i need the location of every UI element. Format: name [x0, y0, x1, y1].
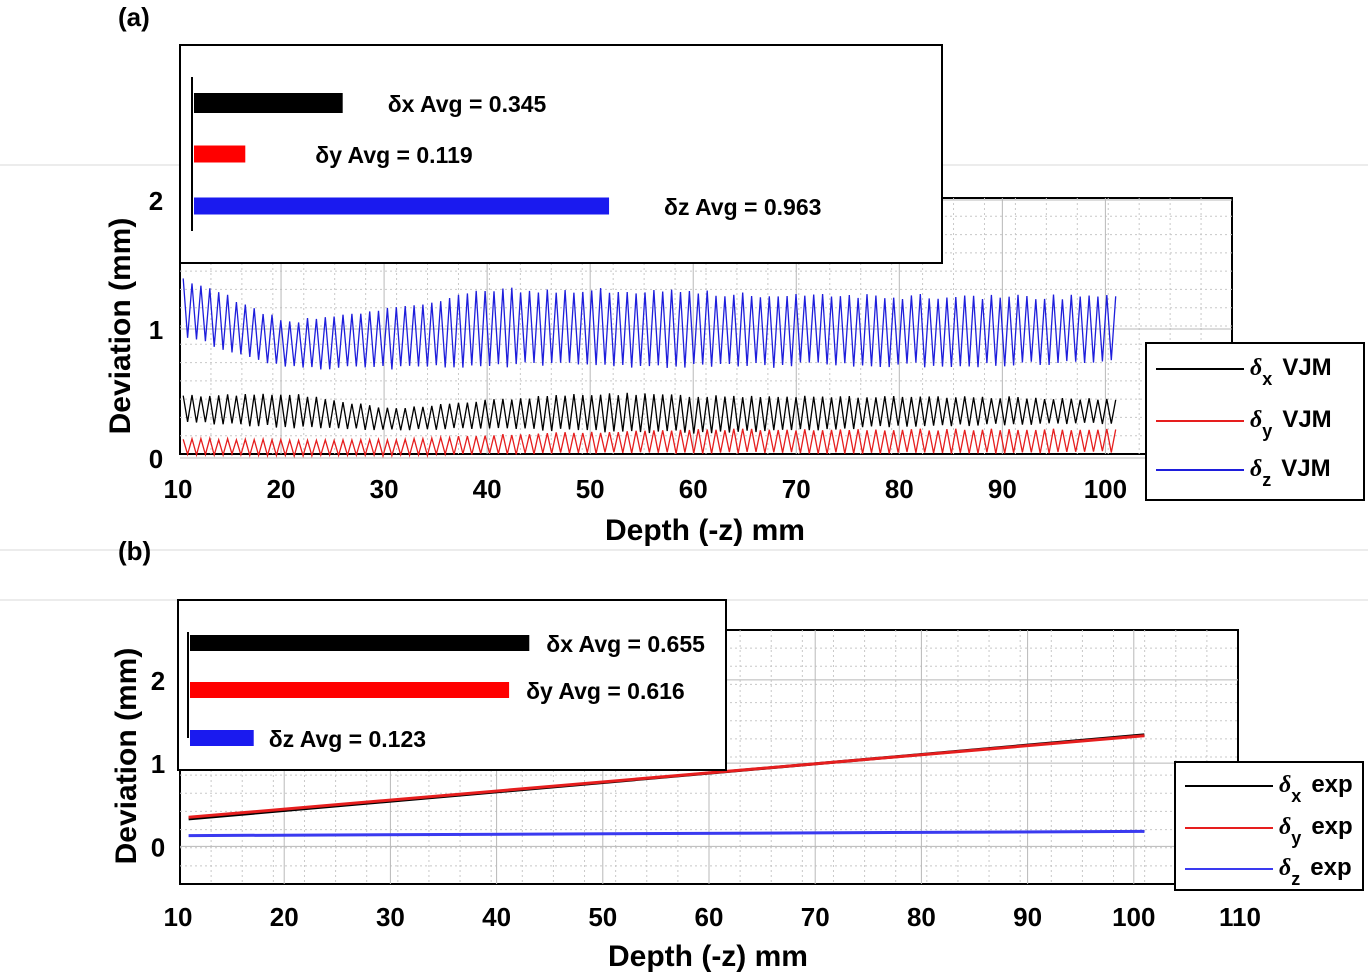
inset-bar-chart: δx Avg = 0.345 δy Avg = 0.119 δz Avg = 0.9…	[179, 44, 943, 264]
legend-subscript: y	[1262, 421, 1272, 441]
legend-label: exp	[1310, 854, 1351, 881]
legend-delta: δ	[1250, 456, 1262, 482]
x-axis-title: Depth (-z) mm	[605, 514, 805, 547]
inset-bar-label: δx Avg = 0.345	[388, 91, 547, 117]
x-tick-label: 90	[988, 474, 1017, 504]
series-xvjm	[182, 392, 1117, 434]
x-tick-label: 100	[1084, 474, 1127, 504]
legend-label: VJM	[1282, 406, 1331, 433]
x-tick-label: 80	[907, 902, 936, 932]
legend-label: VJM	[1281, 455, 1330, 482]
x-tick-label: 20	[267, 474, 296, 504]
series-yexp	[188, 734, 1145, 819]
legend-label: VJM	[1282, 354, 1331, 381]
legend-delta: δ	[1250, 407, 1262, 433]
y-tick-label: 2	[151, 666, 165, 696]
y-tick-label: 1	[151, 749, 165, 779]
y-axis-title: Deviation (mm)	[110, 648, 143, 865]
panel-label: (b)	[118, 536, 151, 566]
x-tick-label: 30	[370, 474, 399, 504]
data-line	[182, 392, 1117, 434]
x-tick-label: 70	[782, 474, 811, 504]
inset-bar	[194, 145, 246, 163]
x-tick-label: 20	[270, 902, 299, 932]
series-yvjm	[182, 428, 1117, 459]
data-line	[188, 734, 1145, 819]
panel-label: (a)	[118, 2, 150, 32]
legend-subscript: y	[1291, 828, 1301, 848]
x-tick-label: 50	[588, 902, 617, 932]
inset-bar	[190, 682, 510, 698]
inset-bar	[194, 93, 343, 113]
inset-bar-chart: δx Avg = 0.655 δy Avg = 0.616 δz Avg = 0.1…	[177, 599, 727, 771]
x-tick-label: 70	[801, 902, 830, 932]
data-line	[188, 829, 1145, 838]
inset-bar-label: δx Avg = 0.655	[546, 631, 705, 657]
panel-b: (b) 0 1 2 10 20 30 40 50 60 70 80 90 100 110 Deviation …	[0, 536, 1368, 973]
x-tick-label: 40	[473, 474, 502, 504]
x-tick-label: 10	[164, 474, 193, 504]
legend-entry: δz exp	[1279, 854, 1352, 889]
y-tick-label: 0	[151, 832, 165, 862]
x-tick-label: 60	[679, 474, 708, 504]
x-tick-label: 40	[482, 902, 511, 932]
legend-subscript: z	[1291, 869, 1300, 889]
y-tick-label: 0	[149, 444, 163, 474]
legend-entry: δy VJM	[1250, 406, 1332, 441]
y-tick-label: 2	[149, 186, 163, 216]
x-tick-label: 100	[1112, 902, 1155, 932]
x-tick-label: 60	[695, 902, 724, 932]
legend-label: exp	[1311, 813, 1352, 840]
inset-bar-label: δy Avg = 0.616	[526, 678, 685, 704]
x-axis-title: Depth (-z) mm	[608, 940, 808, 973]
panel-a: (a) 0 1 2 10 20 30 40 50 60 70 80 90 100 Deviation (mm…	[0, 2, 1368, 551]
inset-bar-label: δy Avg = 0.119	[315, 142, 472, 168]
legend-delta: δ	[1279, 814, 1291, 840]
x-tick-label: 110	[1219, 902, 1261, 932]
inset-bar	[190, 730, 254, 746]
inset-bar	[194, 197, 610, 215]
inset-bar-label: δz Avg = 0.123	[269, 726, 426, 752]
x-tick-label: 50	[576, 474, 605, 504]
x-tick-label: 30	[376, 902, 405, 932]
legend-entry: δz VJM	[1250, 455, 1331, 490]
legend-subscript: z	[1262, 470, 1271, 490]
y-tick-label: 1	[149, 315, 163, 345]
series-zexp	[188, 829, 1145, 838]
y-axis-title: Deviation (mm)	[104, 218, 137, 435]
series-zvjm	[182, 278, 1117, 370]
legend-delta: δ	[1279, 772, 1291, 798]
legend-entry: δy exp	[1279, 813, 1353, 848]
x-tick-label: 10	[164, 902, 193, 932]
x-tick-label: 80	[885, 474, 914, 504]
inset-bar-label: δz Avg = 0.963	[664, 194, 821, 220]
legend-subscript: x	[1262, 369, 1272, 389]
legend-entry: δx VJM	[1250, 354, 1332, 389]
inset-frame	[179, 44, 943, 264]
data-line	[182, 278, 1117, 370]
legend-delta: δ	[1279, 855, 1291, 881]
legend-entry: δx exp	[1279, 771, 1353, 806]
x-tick-label: 90	[1013, 902, 1042, 932]
data-line	[182, 428, 1117, 459]
legend-delta: δ	[1250, 355, 1262, 381]
legend-label: exp	[1311, 771, 1352, 798]
legend-subscript: x	[1291, 786, 1301, 806]
inset-bar	[190, 635, 530, 651]
